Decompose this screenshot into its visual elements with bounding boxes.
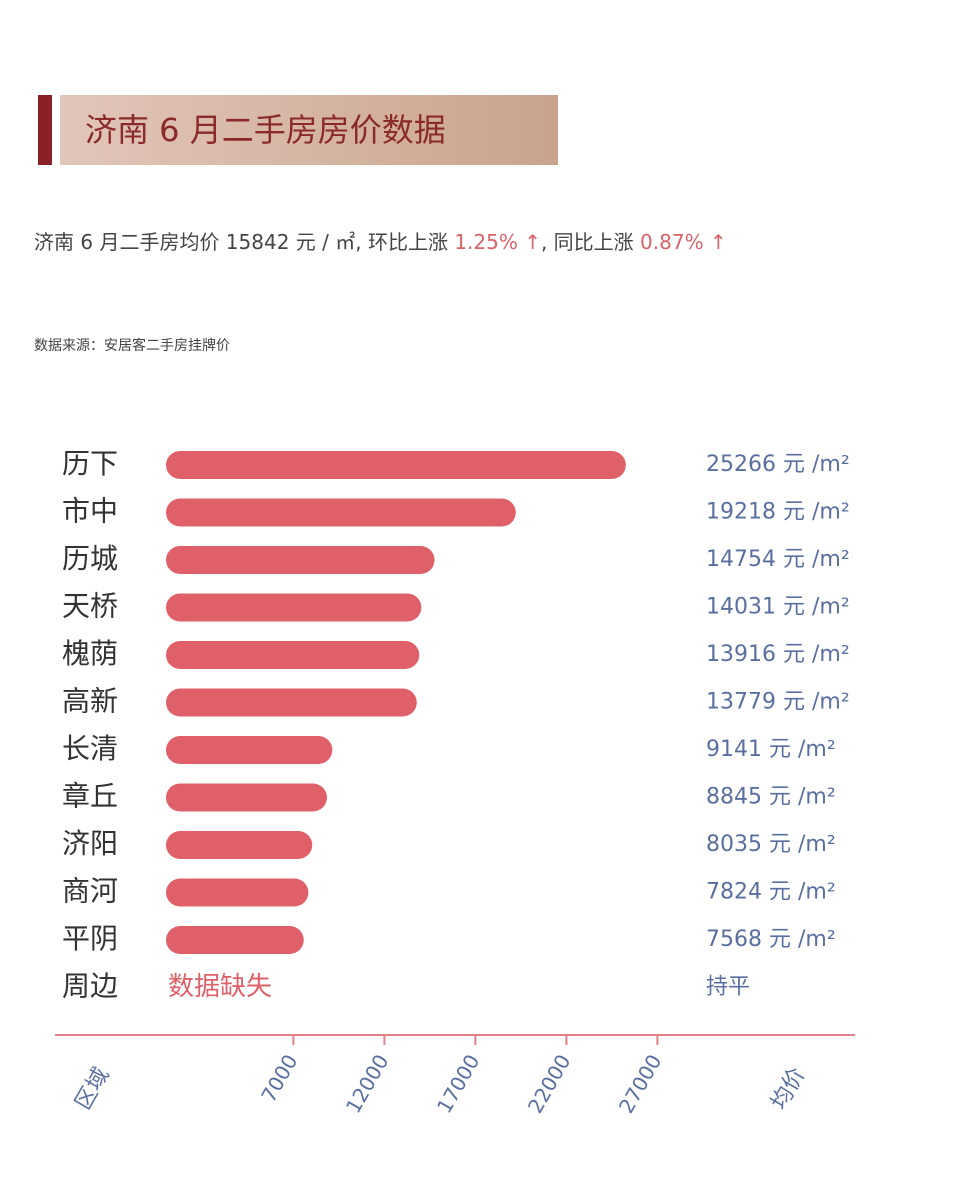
x-tick-label: 7000 [256,1050,302,1106]
summary-text: , 同比上涨 [541,230,640,254]
category-label: 槐荫 [62,637,118,670]
bar [166,736,333,764]
title: 济南 6 月二手房房价数据 [85,111,446,149]
value-label: 持平 [706,975,750,1000]
category-label: 平阴 [62,922,118,955]
category-label: 高新 [62,685,118,718]
value-label: 8845 元 /m² [706,785,836,810]
summary-highlight: 1.25% ↑ [454,230,541,254]
x-tick-label: 17000 [432,1050,485,1117]
category-label: 章丘 [62,780,118,813]
category-label: 历城 [62,542,118,575]
category-label: 济阳 [62,827,118,860]
bar [166,688,417,717]
value-label: 13916 元 /m² [706,642,850,667]
title-accent [38,95,52,165]
bar [166,926,304,954]
x-tick-label: 12000 [341,1050,394,1117]
value-label: 7568 元 /m² [706,927,836,952]
bar [166,831,313,859]
value-label: 14031 元 /m² [706,595,850,620]
bar [166,546,435,574]
category-label: 长清 [62,732,118,765]
category-label: 天桥 [62,590,118,623]
category-label: 历下 [62,447,118,480]
bar [166,783,327,812]
value-label: 9141 元 /m² [706,737,836,762]
x-tick-label: 27000 [614,1050,667,1117]
missing-label: 数据缺失 [168,972,272,1002]
value-label: 7824 元 /m² [706,880,836,905]
bar [166,498,516,527]
source: 数据来源：安居客二手房挂牌价 [34,337,230,354]
summary: 济南 6 月二手房均价 15842 元 / ㎡, 环比上涨 1.25% ↑, 同… [34,230,727,254]
bar [166,641,420,669]
value-label: 19218 元 /m² [706,500,850,525]
bar [166,451,626,479]
value-label: 8035 元 /m² [706,832,836,857]
bar [166,593,422,622]
summary-highlight: 0.87% ↑ [640,230,727,254]
title-box [60,95,558,165]
x-tick-label: 22000 [523,1050,576,1117]
value-axis-label: 均价 [767,1064,811,1115]
category-label: 商河 [62,875,118,908]
bar [166,878,309,907]
summary-text: 济南 6 月二手房均价 15842 元 / ㎡, 环比上涨 [34,230,454,254]
category-label: 市中 [62,495,118,528]
category-label: 周边 [62,970,118,1003]
category-axis-label: 区域 [71,1064,115,1115]
value-label: 14754 元 /m² [706,547,850,572]
value-label: 13779 元 /m² [706,690,850,715]
value-label: 25266 元 /m² [706,452,850,477]
